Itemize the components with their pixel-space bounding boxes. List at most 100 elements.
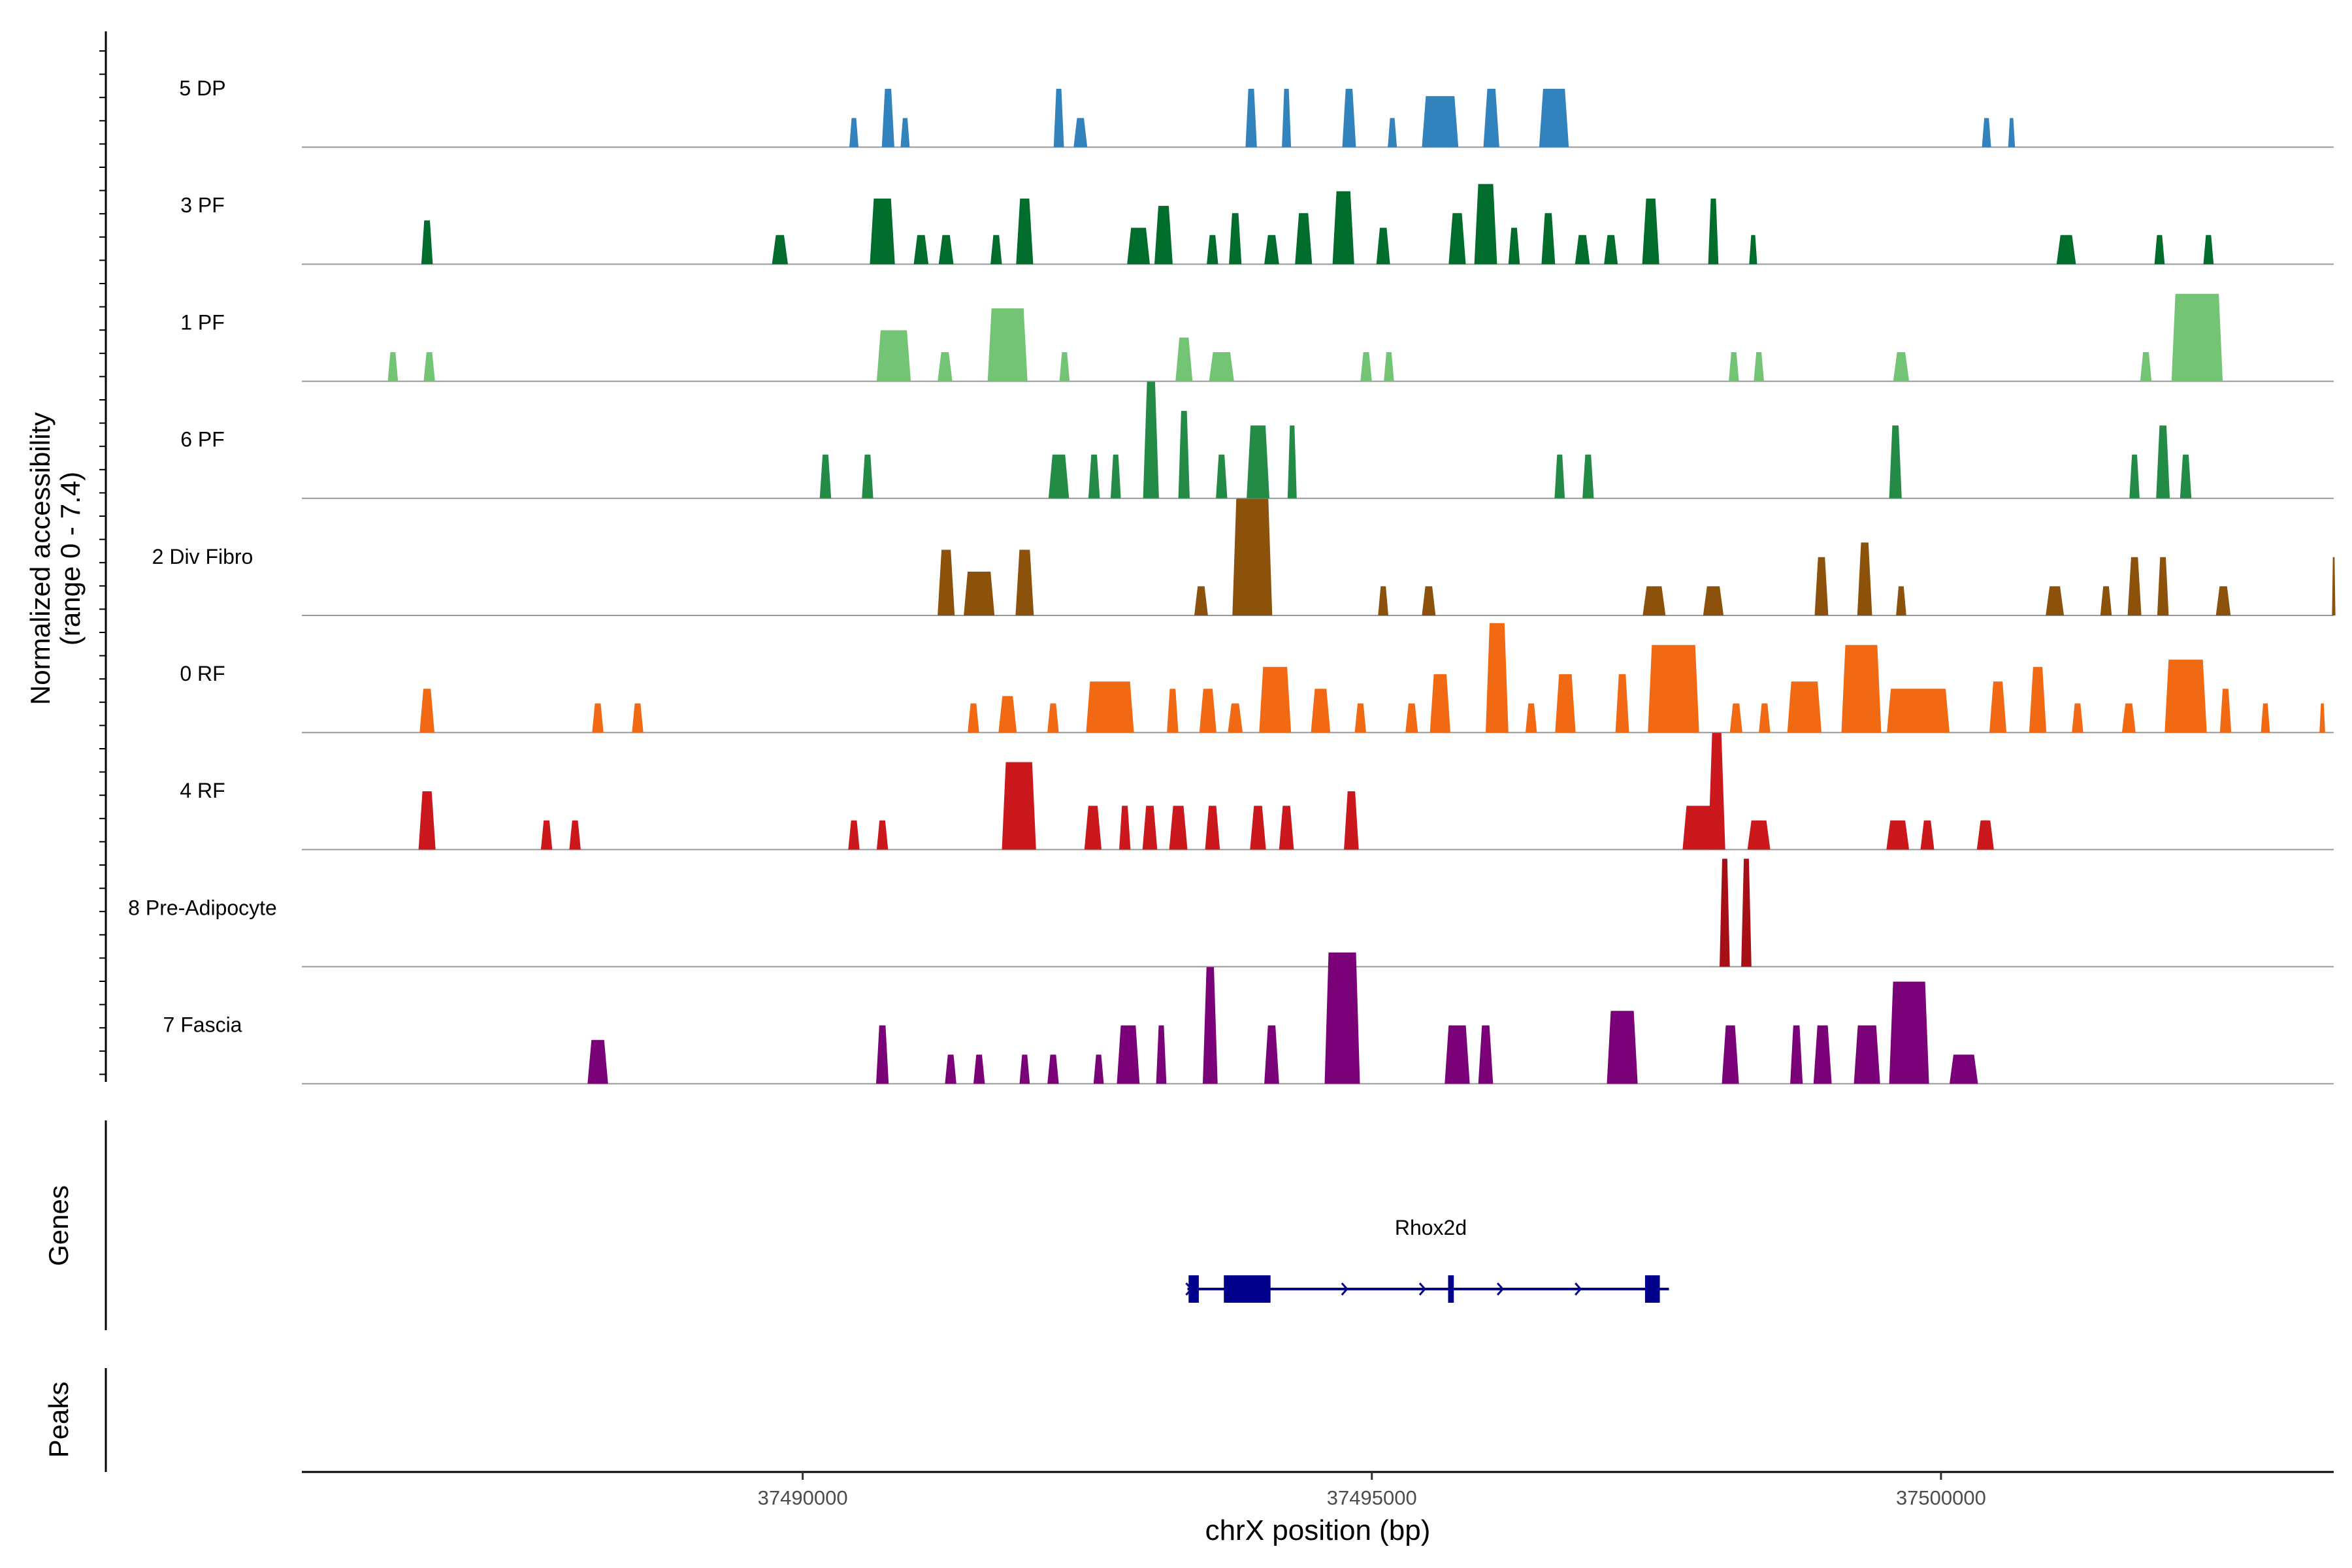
coverage-peak <box>1841 645 1882 733</box>
coverage-peak <box>772 235 788 265</box>
track-label: 1 PF <box>180 310 225 334</box>
coverage-peak <box>1143 382 1159 498</box>
coverage-peak <box>1893 352 1910 382</box>
coverage-peak <box>2029 666 2047 733</box>
coverage-peak <box>2127 557 2142 615</box>
strand-arrow-icon <box>1496 1282 1505 1296</box>
coverage-peak <box>876 820 889 850</box>
coverage-peak <box>1422 586 1436 615</box>
y-axis-range: (range 0 - 7.4) <box>55 472 86 645</box>
coverage-peak <box>1016 198 1034 265</box>
coverage-peak <box>1642 586 1666 615</box>
coverage-peak <box>1787 681 1821 733</box>
x-tick-label: 37490000 <box>758 1486 848 1509</box>
coverage-peak <box>1703 586 1724 615</box>
track-7-fascia: 7 Fascia <box>163 952 2334 1085</box>
coverage-peak <box>1015 549 1034 615</box>
peaks-panel-title: Peaks <box>43 1382 74 1458</box>
coverage-peak <box>870 198 895 265</box>
coverage-peak <box>1154 206 1173 265</box>
coverage-peak <box>876 1025 889 1084</box>
track-5-dp: 5 DP <box>179 76 2334 148</box>
coverage-peak <box>2121 703 2136 733</box>
coverage-peak <box>849 118 858 148</box>
coverage-peak <box>1110 454 1121 498</box>
coverage-peak <box>938 352 953 382</box>
coverage-peak <box>1920 820 1935 850</box>
coverage-peak <box>421 220 433 265</box>
coverage-peak <box>964 572 995 615</box>
coverage-y-axis: Normalized accessibility (range 0 - 7.4) <box>25 31 107 1082</box>
coverage-peak <box>987 308 1028 382</box>
gene-exon <box>1188 1275 1199 1303</box>
coverage-peak <box>1047 703 1059 733</box>
coverage-peak <box>2203 235 2214 265</box>
coverage-peak <box>1575 235 1590 265</box>
coverage-peak <box>968 703 979 733</box>
strand-arrow-icon <box>1418 1282 1426 1296</box>
coverage-peak <box>1232 498 1273 615</box>
coverage-peak <box>1199 689 1217 733</box>
gene-name-label: Rhox2d <box>1395 1216 1467 1239</box>
coverage-peak <box>2171 293 2223 382</box>
coverage-peak <box>913 235 929 265</box>
coverage-peak <box>1229 213 1242 265</box>
coverage-peak <box>1207 235 1218 265</box>
coverage-peak <box>1896 586 1906 615</box>
coverage-peak <box>1388 118 1397 148</box>
coverage-peak <box>1582 454 1594 498</box>
track-1-pf: 1 PF <box>180 293 2334 382</box>
coverage-peak <box>1019 1054 1030 1084</box>
coverage-peak <box>1209 352 1234 382</box>
track-label: 3 PF <box>180 193 225 217</box>
coverage-peak <box>2100 586 2112 615</box>
coverage-peak <box>1156 1025 1167 1084</box>
coverage-peak <box>1073 118 1088 148</box>
coverage-peak <box>938 549 955 615</box>
coverage-peak <box>881 88 894 148</box>
coverage-peak <box>1002 762 1036 850</box>
coverage-peak <box>1127 227 1150 265</box>
coverage-peak <box>1429 674 1450 733</box>
track-0-rf: 0 RF <box>180 623 2334 734</box>
coverage-peak <box>1979 820 1994 850</box>
gene-exon <box>1224 1275 1271 1303</box>
coverage-peak <box>1059 352 1070 382</box>
coverage-peak <box>1047 1054 1059 1084</box>
coverage-peak <box>2215 586 2231 615</box>
coverage-peak <box>1354 703 1366 733</box>
coverage-peak <box>1378 586 1388 615</box>
coverage-peak <box>1194 586 1208 615</box>
coverage-peak <box>2154 235 2165 265</box>
coverage-peak <box>1342 88 1356 148</box>
peaks-panel: Peaks <box>43 1368 107 1472</box>
strand-arrow-icon <box>1341 1282 1348 1296</box>
coverage-peak <box>592 703 604 733</box>
coverage-peak <box>1729 352 1739 382</box>
coverage-peak <box>2008 118 2016 148</box>
coverage-peak <box>2157 557 2169 615</box>
coverage-peak <box>423 352 435 382</box>
coverage-peak <box>587 1039 608 1084</box>
coverage-peak <box>945 1054 956 1084</box>
x-axis-title: chrX position (bp) <box>1205 1514 1431 1546</box>
coverage-peak <box>1245 88 1257 148</box>
coverage-peak <box>1142 806 1158 850</box>
track-label: 5 DP <box>179 76 225 100</box>
coverage-peak <box>2046 586 2065 615</box>
coverage-peak <box>1344 791 1359 850</box>
coverage-peak <box>2219 689 2232 733</box>
coverage-peak <box>1950 1054 1978 1084</box>
coverage-peak <box>1982 118 1991 148</box>
coverage-peak <box>1790 1025 1803 1084</box>
coverage-peak <box>1854 1025 1880 1084</box>
coverage-peak <box>2129 454 2140 498</box>
coverage-peak <box>1405 703 1418 733</box>
coverage-peak <box>1088 454 1100 498</box>
coverage-peak <box>1486 623 1509 733</box>
gene-exon <box>1644 1275 1660 1303</box>
coverage-peak <box>1086 681 1134 733</box>
coverage-peak <box>1886 820 1910 850</box>
